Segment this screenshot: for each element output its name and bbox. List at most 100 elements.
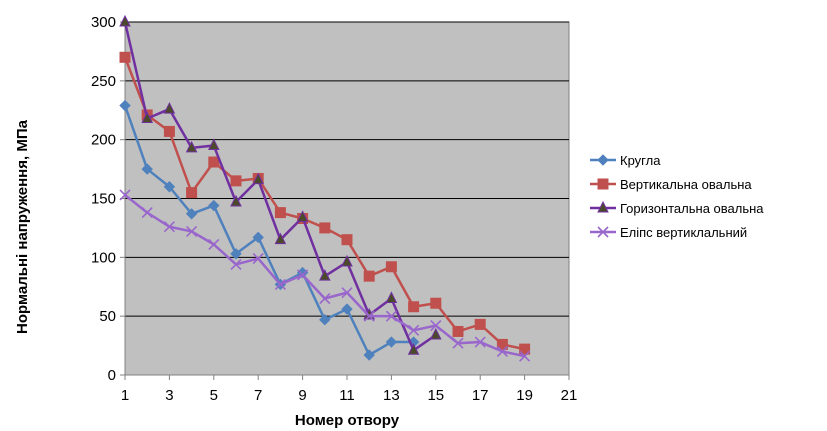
y-tick-label: 300 <box>91 14 116 31</box>
data-point <box>385 261 397 273</box>
data-point <box>408 324 420 336</box>
data-point <box>385 336 398 348</box>
legend-item: Кругла <box>590 153 661 168</box>
data-point <box>319 292 331 305</box>
data-point <box>119 51 131 63</box>
legend-label: Горизонтальна овальна <box>620 201 764 216</box>
data-point <box>519 350 531 362</box>
series-layer <box>119 14 531 362</box>
x-tick-label: 21 <box>561 387 578 404</box>
y-tick-label: 200 <box>91 132 116 149</box>
legend-item: Еліпс вертиклальний <box>590 225 747 240</box>
data-point <box>230 194 242 207</box>
x-tick-label: 17 <box>472 387 489 404</box>
legend: Кругла Вертикальна овальна Горизонтальна о… <box>590 153 764 240</box>
x-tick-label: 11 <box>339 387 355 404</box>
data-point <box>319 313 331 326</box>
data-point <box>185 140 198 153</box>
series-4 <box>119 189 531 362</box>
data-point <box>119 189 131 201</box>
data-point <box>141 111 154 123</box>
data-point <box>452 337 464 349</box>
data-point <box>430 320 442 332</box>
data-point <box>252 231 264 244</box>
legend-marker <box>597 226 609 238</box>
x-tick-label: 19 <box>516 387 533 404</box>
plot-area <box>124 21 570 376</box>
data-point <box>141 207 153 219</box>
data-point <box>163 101 176 114</box>
series-3 <box>119 14 442 355</box>
series-line <box>123 105 414 357</box>
data-point <box>474 336 486 348</box>
data-point <box>496 345 508 358</box>
legend-item: Горизонтальна овальна <box>590 200 764 216</box>
data-point <box>163 125 175 137</box>
legend-label: Кругла <box>620 153 661 168</box>
x-tick-label: 1 <box>121 387 129 404</box>
data-point <box>474 318 486 330</box>
legend-label: Еліпс вертиклальний <box>620 225 747 240</box>
data-point <box>407 343 420 355</box>
data-point <box>208 156 220 168</box>
data-point <box>208 199 220 212</box>
data-point <box>341 303 353 315</box>
data-point <box>230 258 242 270</box>
x-axis-title: Номер отвору <box>295 412 400 429</box>
data-point <box>430 297 442 309</box>
data-point <box>207 138 220 151</box>
data-point <box>208 238 220 250</box>
data-point <box>297 269 309 281</box>
data-point <box>274 232 287 245</box>
data-point <box>296 210 309 222</box>
y-tick-label: 50 <box>99 308 116 325</box>
x-tick-label: 5 <box>210 387 218 404</box>
data-point <box>119 99 131 112</box>
legend-marker <box>597 200 609 213</box>
data-point <box>230 175 242 187</box>
data-point <box>163 221 175 233</box>
data-point <box>408 301 420 313</box>
data-point <box>452 325 464 337</box>
x-axis-ticks: 1 3 5 7 9 11 13 15 17 19 21 <box>121 375 578 404</box>
x-tick-label: 13 <box>383 387 400 404</box>
y-axis-ticks: 0 50 100 150 200 250 300 <box>91 14 125 384</box>
x-tick-label: 15 <box>427 387 444 404</box>
data-point <box>496 338 508 350</box>
data-point <box>252 172 265 185</box>
y-tick-label: 250 <box>91 73 116 90</box>
data-point <box>363 270 375 282</box>
data-point <box>385 310 397 322</box>
data-point <box>141 163 153 175</box>
data-point <box>385 291 398 304</box>
data-point <box>341 287 353 299</box>
data-point <box>186 225 198 238</box>
y-tick-label: 0 <box>108 367 116 384</box>
data-point <box>363 310 375 322</box>
data-point <box>274 278 286 290</box>
legend-marker <box>597 178 609 190</box>
legend-item: Вертикальна овальна <box>590 177 752 192</box>
data-point <box>319 222 331 234</box>
legend-label: Вертикальна овальна <box>620 177 752 192</box>
data-point <box>363 349 375 361</box>
data-point <box>230 248 242 260</box>
x-tick-label: 7 <box>254 387 262 404</box>
y-axis-title: Нормальні напруження, МПа <box>14 119 31 334</box>
data-point <box>252 252 264 265</box>
y-tick-label: 150 <box>91 191 116 208</box>
legend-marker <box>597 154 609 166</box>
data-point <box>274 207 286 219</box>
data-point <box>186 187 198 199</box>
y-tick-label: 100 <box>91 249 116 266</box>
data-point <box>519 343 531 355</box>
data-point <box>185 208 198 220</box>
data-point <box>119 14 131 27</box>
data-point <box>341 254 353 267</box>
data-point <box>429 327 442 340</box>
data-point <box>318 269 331 281</box>
x-tick-label: 9 <box>298 387 306 404</box>
x-tick-label: 3 <box>165 387 173 404</box>
data-point <box>341 234 353 246</box>
